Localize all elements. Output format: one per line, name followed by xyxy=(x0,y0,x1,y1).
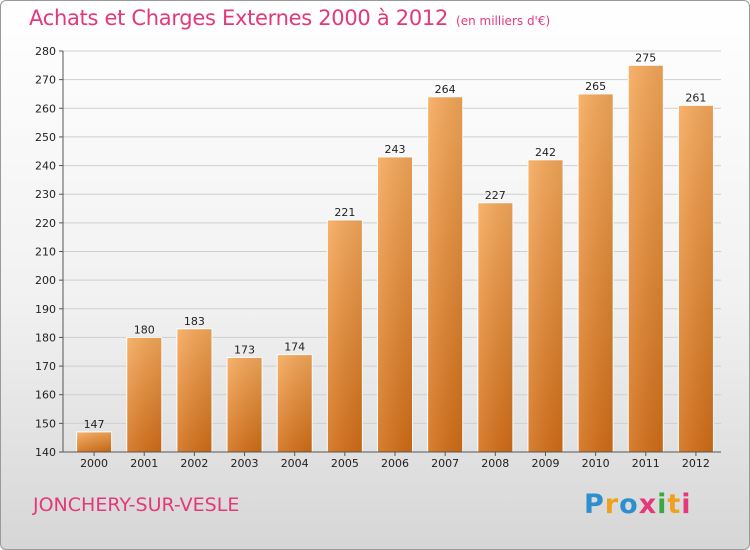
bar-shade xyxy=(628,65,664,453)
y-tick-label: 170 xyxy=(35,360,56,373)
logo-letter: r xyxy=(604,489,620,520)
chart-unit: (en milliers d'€) xyxy=(456,14,551,28)
commune-name: JONCHERY-SUR-VESLE xyxy=(33,494,240,516)
logo-letter: o xyxy=(619,489,639,520)
bar-shade xyxy=(527,159,563,453)
x-tick-label: 2011 xyxy=(632,457,660,470)
bar-value-label: 227 xyxy=(485,189,506,202)
x-tick-label: 2012 xyxy=(682,457,710,470)
bar-value-label: 275 xyxy=(635,51,656,64)
x-tick-label: 2004 xyxy=(281,457,309,470)
bar-value-label: 174 xyxy=(284,341,305,354)
bar-shade xyxy=(578,93,614,452)
bar-shade xyxy=(176,328,212,452)
y-tick-label: 200 xyxy=(35,274,56,287)
bars: 147 180 183 173 174 221 243 264 227 242 265 275 261 xyxy=(76,51,714,453)
bar-shade xyxy=(327,219,363,452)
bar-shade xyxy=(678,105,714,453)
x-tick-label: 2005 xyxy=(331,457,359,470)
x-tick-label: 2001 xyxy=(130,457,158,470)
bar-shade xyxy=(227,357,263,452)
bar-shade xyxy=(427,96,463,452)
logo-letter: i xyxy=(681,489,692,520)
bar-value-label: 147 xyxy=(84,418,105,431)
bar-value-label: 264 xyxy=(435,83,456,96)
bar-shade xyxy=(126,337,162,452)
y-tick-label: 230 xyxy=(35,188,56,201)
x-tick-label: 2003 xyxy=(231,457,259,470)
x-tick-label: 2007 xyxy=(431,457,459,470)
bar-value-label: 183 xyxy=(184,315,205,328)
y-tick-label: 260 xyxy=(35,102,56,115)
x-tick-label: 2002 xyxy=(180,457,208,470)
logo-letter: P xyxy=(584,489,605,520)
axes: 140 150 160 170 180 190 200 210 220 230 240 250 260 2… xyxy=(35,45,721,470)
bar-shade xyxy=(76,431,112,452)
bar-shade xyxy=(477,202,513,452)
y-tick-label: 160 xyxy=(35,389,56,402)
y-tick-label: 220 xyxy=(35,217,56,230)
x-tick-label: 2010 xyxy=(582,457,610,470)
bar-value-label: 180 xyxy=(134,323,155,336)
bar-value-label: 261 xyxy=(685,91,706,104)
bar-value-label: 173 xyxy=(234,343,255,356)
x-tick-label: 2000 xyxy=(80,457,108,470)
y-tick-label: 180 xyxy=(35,331,56,344)
y-tick-label: 140 xyxy=(35,446,56,459)
x-tick-label: 2008 xyxy=(481,457,509,470)
chart-title-text: Achats et Charges Externes 2000 à 2012 xyxy=(29,6,449,30)
y-tick-label: 190 xyxy=(35,303,56,316)
y-tick-label: 250 xyxy=(35,131,56,144)
y-tick-label: 280 xyxy=(35,45,56,58)
y-tick-label: 240 xyxy=(35,160,56,173)
bar-shade xyxy=(277,354,313,452)
logo-letter: t xyxy=(667,489,682,520)
x-tick-label: 2006 xyxy=(381,457,409,470)
bar-shade xyxy=(377,156,413,452)
bar-value-label: 243 xyxy=(385,143,406,156)
logo-letter: x xyxy=(638,489,658,520)
y-tick-label: 150 xyxy=(35,417,56,430)
x-tick-label: 2009 xyxy=(531,457,559,470)
bar-value-label: 242 xyxy=(535,146,556,159)
bar-value-label: 221 xyxy=(334,206,355,219)
logo-letter: i xyxy=(657,489,668,520)
proxiti-logo: Proxiti xyxy=(584,489,692,520)
bar-value-label: 265 xyxy=(585,80,606,93)
y-tick-label: 270 xyxy=(35,74,56,87)
chart-title: Achats et Charges Externes 2000 à 2012 (e… xyxy=(29,6,550,30)
y-tick-label: 210 xyxy=(35,246,56,259)
